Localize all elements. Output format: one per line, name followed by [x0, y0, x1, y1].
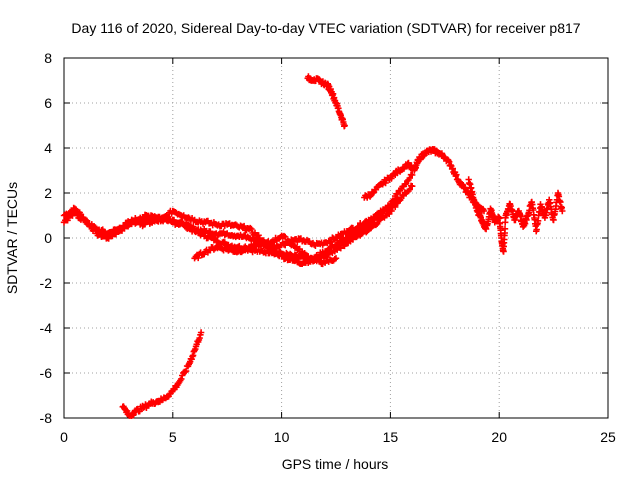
data-point: [534, 217, 542, 224]
data-point: [282, 233, 289, 241]
data-point: [341, 122, 348, 129]
data-point: [178, 375, 185, 383]
y-tick-label: -6: [40, 365, 53, 381]
data-points: [60, 73, 566, 419]
data-point: [332, 255, 340, 262]
y-tick-label: 8: [44, 50, 52, 66]
x-tick-label: 15: [383, 429, 399, 445]
data-point: [394, 190, 401, 198]
data-point: [273, 248, 280, 256]
data-point: [197, 329, 205, 336]
y-tick-label: 4: [44, 140, 52, 156]
data-point: [409, 171, 416, 179]
y-tick-label: -2: [40, 275, 53, 291]
y-axis-label: SDTVAR / TECUs: [4, 182, 20, 294]
data-point: [182, 367, 190, 375]
data-point: [501, 225, 509, 232]
data-point: [372, 221, 380, 229]
data-point: [559, 207, 566, 215]
data-point: [406, 186, 413, 193]
data-point: [240, 222, 248, 230]
data-point: [164, 213, 172, 221]
x-tick-label: 0: [60, 429, 68, 445]
data-point: [247, 224, 254, 232]
data-point: [328, 238, 335, 246]
data-point: [331, 255, 338, 263]
y-tick-label: 2: [44, 185, 52, 201]
x-tick-label: 25: [600, 429, 616, 445]
data-point: [388, 175, 395, 182]
x-tick-label: 10: [274, 429, 290, 445]
data-point: [181, 368, 189, 376]
data-point: [409, 183, 416, 190]
data-point: [480, 207, 488, 215]
y-tick-label: 6: [44, 95, 52, 111]
data-point: [195, 254, 202, 262]
data-point: [369, 189, 377, 197]
x-tick-label: 20: [491, 429, 507, 445]
y-tick-label: -4: [40, 320, 53, 336]
data-point: [248, 225, 255, 233]
data-point: [337, 245, 344, 252]
data-point: [373, 220, 381, 227]
axis-ticks: 0 5 10 15 20 25 -8 -6 -4 -2 0 2 4 6 8: [40, 50, 616, 445]
y-tick-label: 0: [44, 230, 52, 246]
x-tick-label: 5: [169, 429, 177, 445]
chart-title: Day 116 of 2020, Sidereal Day-to-day VTE…: [71, 20, 580, 36]
y-tick-label: -8: [40, 410, 53, 426]
x-axis-label: GPS time / hours: [282, 456, 389, 472]
data-point: [390, 197, 398, 204]
